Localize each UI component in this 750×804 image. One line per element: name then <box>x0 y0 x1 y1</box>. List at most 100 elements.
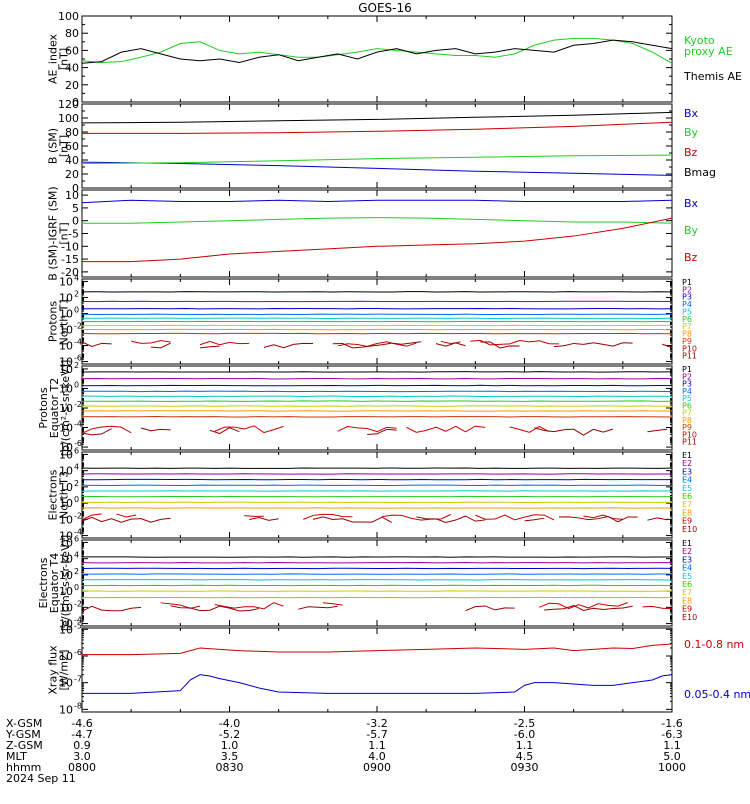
y-tick-base: 10 <box>59 623 73 636</box>
series-segment <box>554 343 633 347</box>
series-segment <box>647 518 667 520</box>
series-segment <box>82 514 102 520</box>
y-tick-label: 10 <box>59 448 73 461</box>
y-tick-exponent: 0 <box>74 495 79 504</box>
y-tick-exponent: 0 <box>74 583 79 592</box>
series-protons_t1-P11 <box>82 342 672 348</box>
y-tick-exponent: 2 <box>74 289 79 298</box>
panel-ylabel: [nT] <box>58 222 71 244</box>
plot-date: 2024 Sep 11 <box>6 772 76 785</box>
legend-entry: E10 <box>682 525 697 534</box>
series-electrons_t3-E10 <box>82 516 667 522</box>
y-tick-base: 10 <box>59 448 73 461</box>
y-tick-exponent: 2 <box>74 361 79 370</box>
y-tick-label: 0 <box>72 215 79 228</box>
plot-title: GOES-16 <box>358 1 412 15</box>
ephemeris-value: 0830 <box>216 761 244 774</box>
y-tick-base: 10 <box>59 275 73 288</box>
series-bigrf-Bx <box>82 200 672 203</box>
series-segment <box>475 515 554 520</box>
y-tick-exponent: -2 <box>74 599 82 608</box>
series-segment <box>416 516 485 522</box>
series-xray-00504nm <box>82 675 672 694</box>
y-tick-exponent: -7 <box>74 675 82 684</box>
series-bsm-Bz <box>82 122 672 133</box>
y-tick-label: 20 <box>65 168 79 181</box>
y-tick-exponent: -4 <box>74 420 82 429</box>
series-segment <box>215 426 284 433</box>
series-segment <box>215 603 284 609</box>
y-tick-label: 80 <box>65 27 79 40</box>
y-tick-label: 10 <box>65 189 79 202</box>
legend-entry: Bmag <box>684 166 716 179</box>
series-segment <box>647 429 667 432</box>
panel-ylabel: [W/m2] <box>58 650 71 691</box>
y-tick-label: 5 <box>72 202 79 215</box>
series-bsm-By <box>82 155 672 163</box>
legend-entry: P11 <box>682 352 697 361</box>
series-protons_t2-P11 <box>82 428 667 436</box>
y-tick-label: 20 <box>65 79 79 92</box>
series-segment <box>249 518 278 521</box>
legend-entry: E10 <box>682 613 697 622</box>
series-segment <box>82 606 141 611</box>
series-bsm-Bmag <box>82 112 672 123</box>
panel-frame-electrons_t4 <box>82 540 672 626</box>
y-tick-exponent: -5 <box>74 621 82 630</box>
ephemeris-value: 0930 <box>511 761 539 774</box>
y-tick-exponent: 2 <box>74 567 79 576</box>
series-protons_t2-P10 <box>82 426 549 433</box>
panel-ylabel: North T3 <box>58 471 71 519</box>
panel-ylabel: [p/(cm²-s-sr-keV)] <box>59 360 72 457</box>
legend-entry: Bx <box>684 107 699 120</box>
series-xray-0108nm <box>82 644 672 655</box>
y-tick-exponent: 4 <box>74 273 79 282</box>
series-segment <box>470 340 559 345</box>
series-segment <box>116 514 136 517</box>
ephemeris-value: 1000 <box>658 761 686 774</box>
y-tick-label: -15 <box>61 253 79 266</box>
series-electrons_t4-E9 <box>161 603 672 609</box>
series-segment <box>559 516 638 521</box>
y-tick-exponent: 0 <box>74 380 79 389</box>
series-segment <box>313 517 392 522</box>
panel-frame-ae <box>82 16 672 102</box>
series-bigrf-Bz <box>82 218 672 262</box>
y-tick-exponent: 4 <box>74 551 79 560</box>
y-tick-exponent: -2 <box>74 400 82 409</box>
series-segment <box>200 341 249 344</box>
series-segment <box>525 518 545 521</box>
y-tick-label: 10 <box>59 623 73 636</box>
y-tick-base: 10 <box>59 703 73 716</box>
y-tick-exponent: -6 <box>74 648 82 657</box>
legend-entry: By <box>684 126 699 139</box>
series-segment <box>200 346 220 348</box>
series-segment <box>82 517 171 522</box>
legend-entry: 0.1-0.8 nm <box>684 638 744 651</box>
panel-ylabel: [nT] <box>58 135 71 157</box>
series-segment <box>210 428 240 434</box>
y-tick-exponent: 2 <box>74 479 79 488</box>
series-segment <box>333 342 422 348</box>
legend-entry: Bz <box>684 146 698 159</box>
y-tick-exponent: 6 <box>74 534 79 543</box>
legend-entry: By <box>684 224 699 237</box>
series-segment <box>264 343 313 347</box>
ephemeris-value: 0900 <box>363 761 391 774</box>
series-segment <box>131 341 170 344</box>
y-tick-exponent: -8 <box>74 701 82 710</box>
series-bsm-Bx <box>82 162 672 175</box>
series-segment <box>298 606 337 609</box>
y-tick-label: 100 <box>58 112 79 125</box>
y-tick-label: 100 <box>58 10 79 23</box>
legend-entry: proxy AE <box>684 45 733 58</box>
panel-frame-xray <box>82 628 672 712</box>
legend-entry: 0.05-0.4 nm <box>684 688 750 701</box>
y-tick-exponent: -2 <box>74 511 82 520</box>
y-tick-exponent: 0 <box>74 305 79 314</box>
y-tick-exponent: -2 <box>74 322 82 331</box>
panel-ylabel: North T1 <box>58 298 71 346</box>
series-segment <box>534 428 613 435</box>
